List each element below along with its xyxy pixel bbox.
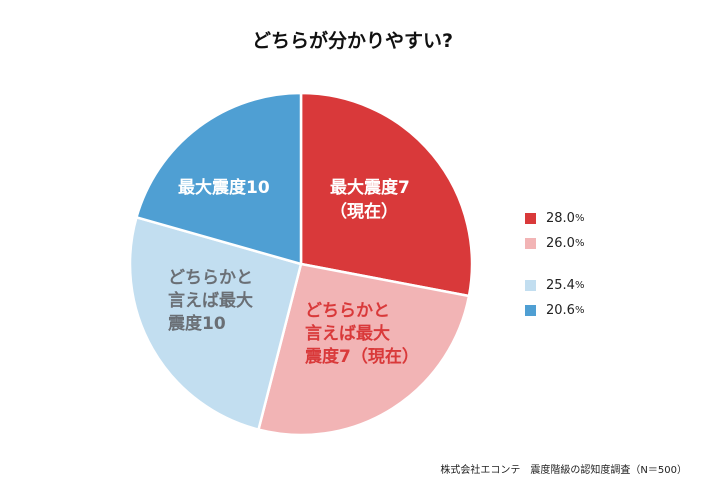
legend-value-1: 28.0 — [546, 211, 575, 226]
pie-slice-label-2: どちらかと言えば最大震度7（現在） — [304, 301, 419, 367]
pie-slice-label-line: どちらかと — [168, 268, 253, 288]
pie-slice-label-line: 震度7（現在） — [304, 346, 419, 367]
legend-item-4: 20.6% — [525, 303, 584, 318]
pie-slice-3 — [128, 216, 303, 431]
pie-slice-label-1: 最大震度7 （現在） — [330, 177, 410, 222]
pie-slice-label-line: 言えば最大 — [305, 323, 390, 344]
legend-item-3: 25.4% — [525, 278, 584, 293]
legend-swatch-1 — [525, 213, 536, 224]
pie-slice-label-4: 最大震度10 — [178, 177, 270, 198]
pie-slice-label-line: どちらかと — [305, 301, 390, 321]
legend-unit-1: % — [574, 213, 585, 224]
pie-slice-label-line: 言えば最大 — [168, 290, 253, 311]
pie-slice-label-3: どちらかと言えば最大震度10 — [167, 268, 253, 334]
legend-item-1: 28.0% — [525, 211, 584, 226]
legend-swatch-4 — [525, 305, 536, 316]
pie-slice-4 — [135, 91, 303, 266]
legend-value-3: 25.4 — [546, 278, 575, 293]
legend-unit-4: % — [574, 305, 585, 316]
legend-value-2: 26.0 — [546, 236, 575, 251]
legend-unit-2: % — [574, 238, 585, 249]
pie-slice-label-line: 最大震度10 — [178, 177, 270, 198]
chart-title: どちらが分かりやすい? — [251, 30, 454, 52]
legend-value-4: 20.6 — [546, 303, 575, 318]
pie-slice-1 — [299, 91, 474, 298]
legend-swatch-3 — [525, 280, 536, 291]
legend-unit-3: % — [574, 280, 585, 291]
pie-slice-label-line: 震度10 — [167, 313, 226, 334]
source-note: 株式会社エコンテ 震度階級の認知度調査（N＝500） — [440, 465, 687, 476]
pie-slice-label-line: 最大震度7 — [330, 177, 410, 198]
legend-swatch-2 — [525, 238, 536, 249]
pie-slice-2 — [257, 262, 471, 437]
legend-item-2: 26.0% — [525, 236, 584, 251]
pie-slice-label-line: （現在） — [330, 201, 398, 222]
